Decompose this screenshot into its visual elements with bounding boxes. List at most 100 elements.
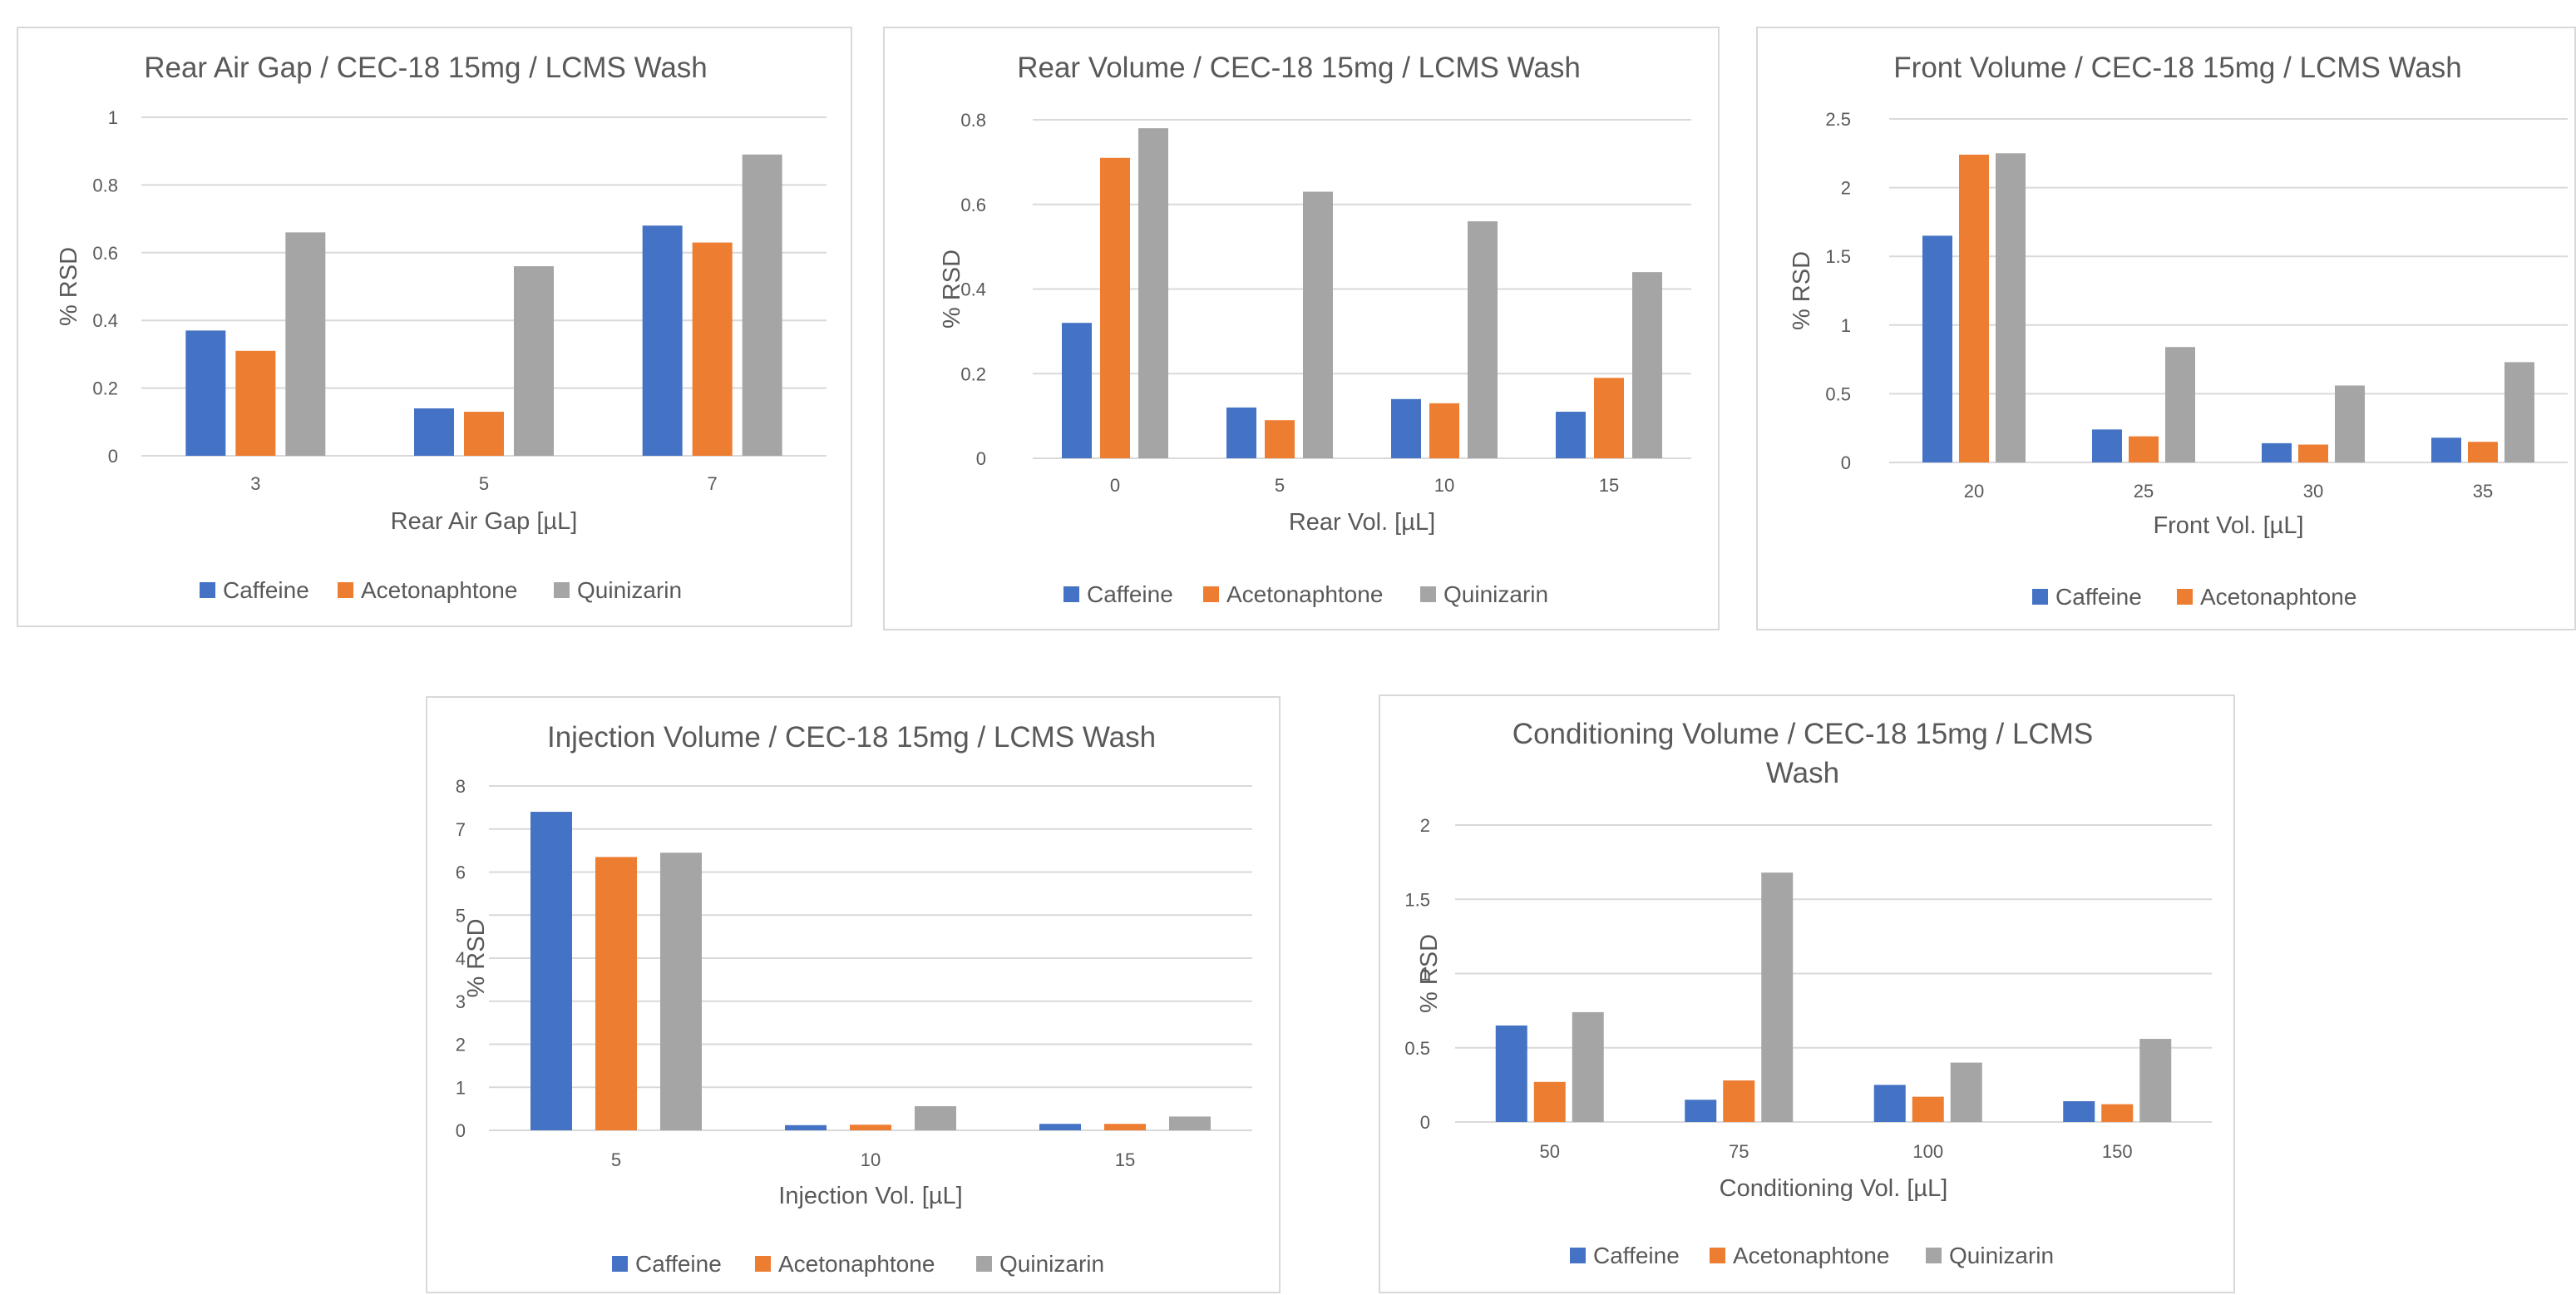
bar-caffeine-75 — [1685, 1100, 1717, 1122]
bar-quinizarin-5 — [1303, 191, 1333, 459]
bar-quinizarin-5 — [514, 266, 554, 456]
chart-title: Injection Volume / CEC-18 15mg / LCMS Wa… — [547, 721, 1156, 754]
x-tick-label: 5 — [1275, 475, 1285, 496]
legend-swatch — [976, 1256, 992, 1272]
y-axis-label: % RSD — [56, 247, 82, 326]
bar-acetonaphtone-10 — [1429, 403, 1459, 458]
bar-acetonaphtone-5 — [464, 412, 504, 456]
legend-swatch — [2032, 589, 2048, 605]
x-tick-label: 30 — [2303, 481, 2323, 502]
y-tick-label: 0.2 — [92, 378, 118, 399]
x-axis-label: Conditioning Vol. [µL] — [1720, 1175, 1948, 1202]
bar-quinizarin-15 — [1169, 1116, 1211, 1130]
y-tick-label: 0 — [108, 446, 118, 467]
x-axis-label: Rear Air Gap [µL] — [391, 508, 578, 535]
bar-quinizarin-7 — [742, 154, 782, 456]
bar-quinizarin-50 — [1572, 1011, 1604, 1122]
x-axis-label: Rear Vol. [µL] — [1289, 509, 1435, 536]
legend-swatch — [338, 582, 353, 598]
bar-acetonaphtone-15 — [1104, 1124, 1146, 1130]
legend-entry: Quinizarin — [999, 1251, 1104, 1277]
chart-panel-rear-air-gap: Rear Air Gap / CEC-18 15mg / LCMS Wash 0 0… — [17, 27, 852, 627]
bar-acetonaphtone-75 — [1723, 1080, 1755, 1122]
chart-title: Conditioning Volume / CEC-18 15mg / LCMS — [1513, 718, 2093, 750]
bar-acetonaphtone-100 — [1912, 1096, 1944, 1122]
x-tick-label: 5 — [479, 473, 489, 494]
y-tick-label: 1 — [108, 107, 118, 128]
y-tick-label: 5 — [456, 905, 466, 926]
y-tick-label: 0.5 — [1404, 1038, 1430, 1059]
bar-quinizarin-75 — [1761, 872, 1794, 1122]
bar-caffeine-20 — [1922, 235, 1952, 462]
y-tick-label: 0 — [1420, 1112, 1430, 1133]
x-tick-label: 0 — [1110, 475, 1120, 496]
y-axis-label: % RSD — [939, 250, 965, 329]
chart-panel-injection-volume: Injection Volume / CEC-18 15mg / LCMS Wa… — [426, 696, 1281, 1293]
y-tick-label: 0.5 — [1825, 383, 1851, 404]
bar-acetonaphtone-35 — [2468, 442, 2498, 462]
x-tick-label: 50 — [1540, 1141, 1560, 1162]
bar-caffeine-25 — [2092, 429, 2122, 462]
bar-acetonaphtone-3 — [235, 350, 276, 456]
legend-entry: Caffeine — [223, 577, 309, 603]
y-tick-label: 0 — [976, 448, 986, 469]
legend-swatch — [554, 582, 570, 598]
bar-acetonaphtone-5 — [595, 857, 637, 1130]
x-tick-label: 150 — [2102, 1141, 2133, 1162]
bar-acetonaphtone-50 — [1533, 1081, 1566, 1122]
bar-caffeine-35 — [2431, 437, 2461, 462]
legend-entry: Acetonaphtone — [2200, 584, 2356, 610]
x-tick-label: 25 — [2134, 481, 2154, 502]
bar-quinizarin-150 — [2139, 1039, 2172, 1122]
bar-acetonaphtone-20 — [1959, 154, 1989, 462]
y-tick-label: 1 — [456, 1077, 466, 1098]
x-tick-label: 75 — [1729, 1141, 1749, 1162]
chart-panel-conditioning-volume: Conditioning Volume / CEC-18 15mg / LCMS… — [1379, 694, 2235, 1293]
y-tick-label: 4 — [456, 948, 466, 969]
bar-quinizarin-35 — [2504, 362, 2534, 462]
y-tick-label: 0.8 — [92, 175, 118, 195]
x-tick-label: 10 — [861, 1149, 881, 1170]
legend-swatch — [2177, 589, 2193, 605]
legend-swatch — [1926, 1248, 1942, 1263]
bar-quinizarin-20 — [1996, 153, 2026, 463]
chart-panel-rear-volume: Rear Volume / CEC-18 15mg / LCMS Wash 0 0.… — [883, 27, 1720, 630]
x-axis-label: Front Vol. [µL] — [2153, 512, 2303, 539]
bar-caffeine-5 — [414, 408, 454, 456]
legend-entry: Caffeine — [2055, 584, 2142, 610]
chart-rear-air-gap: Rear Air Gap / CEC-18 15mg / LCMS Wash 0 0… — [56, 52, 827, 603]
y-tick-label: 2.5 — [1825, 109, 1851, 130]
x-tick-label: 7 — [708, 473, 718, 494]
y-tick-label: 0 — [456, 1120, 466, 1141]
y-tick-label: 0.8 — [960, 110, 986, 131]
legend-swatch — [1710, 1248, 1725, 1263]
chart-title: Front Volume / CEC-18 15mg / LCMS Wash — [1893, 52, 2461, 84]
bar-caffeine-7 — [642, 225, 683, 456]
chart-injection-volume: Injection Volume / CEC-18 15mg / LCMS Wa… — [456, 721, 1252, 1277]
bar-caffeine-10 — [785, 1124, 827, 1130]
bar-quinizarin-0 — [1138, 128, 1168, 459]
legend-entry: Caffeine — [635, 1251, 722, 1277]
bar-caffeine-10 — [1391, 398, 1421, 458]
y-tick-label: 0 — [1841, 452, 1851, 473]
y-tick-label: 2 — [456, 1035, 466, 1055]
bar-caffeine-30 — [2262, 442, 2292, 462]
x-tick-label: 100 — [1912, 1141, 1943, 1162]
y-axis-label: % RSD — [463, 918, 490, 997]
y-tick-label: 6 — [456, 863, 466, 883]
y-tick-label: 2 — [1841, 178, 1851, 199]
y-tick-label: 8 — [456, 776, 466, 797]
y-tick-label: 1 — [1841, 315, 1851, 336]
chart-panel-front-volume: Front Volume / CEC-18 15mg / LCMS Wash 0 0… — [1756, 27, 2576, 630]
chart-rear-volume: Rear Volume / CEC-18 15mg / LCMS Wash 0 0.… — [939, 52, 1691, 607]
legend-swatch — [200, 582, 215, 598]
bar-caffeine-50 — [1495, 1025, 1527, 1122]
x-tick-label: 15 — [1115, 1149, 1135, 1170]
bar-quinizarin-15 — [1632, 272, 1662, 458]
bar-quinizarin-25 — [2165, 347, 2195, 462]
bar-caffeine-100 — [1873, 1085, 1906, 1122]
bar-caffeine-15 — [1556, 412, 1586, 458]
y-tick-label: 0.6 — [92, 243, 118, 264]
chart-conditioning-volume: Conditioning Volume / CEC-18 15mg / LCMS… — [1404, 718, 2212, 1268]
x-tick-label: 5 — [611, 1149, 621, 1170]
